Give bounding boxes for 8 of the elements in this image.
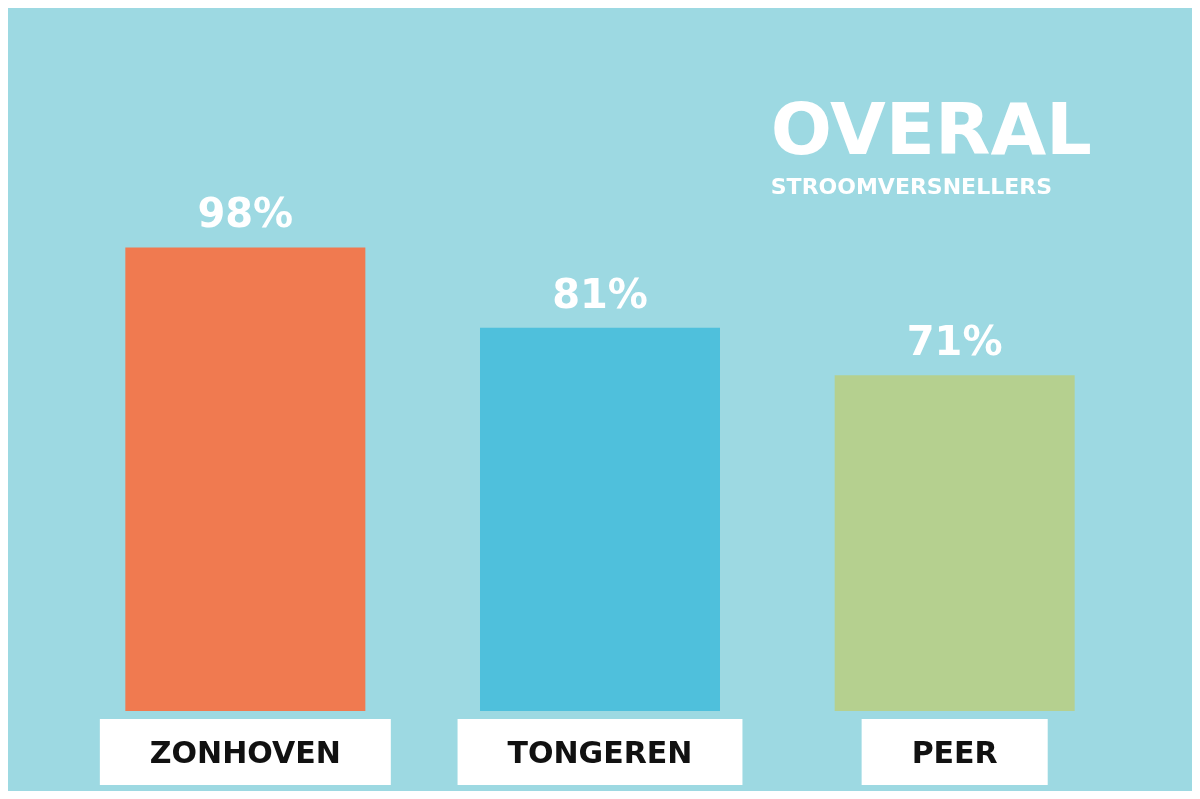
data-label: 98% <box>197 190 294 237</box>
x-tick-label: ZONHOVEN <box>149 734 341 770</box>
x-tick-label: TONGEREN <box>507 734 693 770</box>
data-label: 81% <box>552 270 648 317</box>
chart-subtitle: STROOMVERSNELLERS <box>770 173 1053 199</box>
chart-title: OVERAL <box>770 87 1093 171</box>
data-label: 71% <box>906 318 1003 365</box>
x-tick-label: PEER <box>911 734 998 770</box>
